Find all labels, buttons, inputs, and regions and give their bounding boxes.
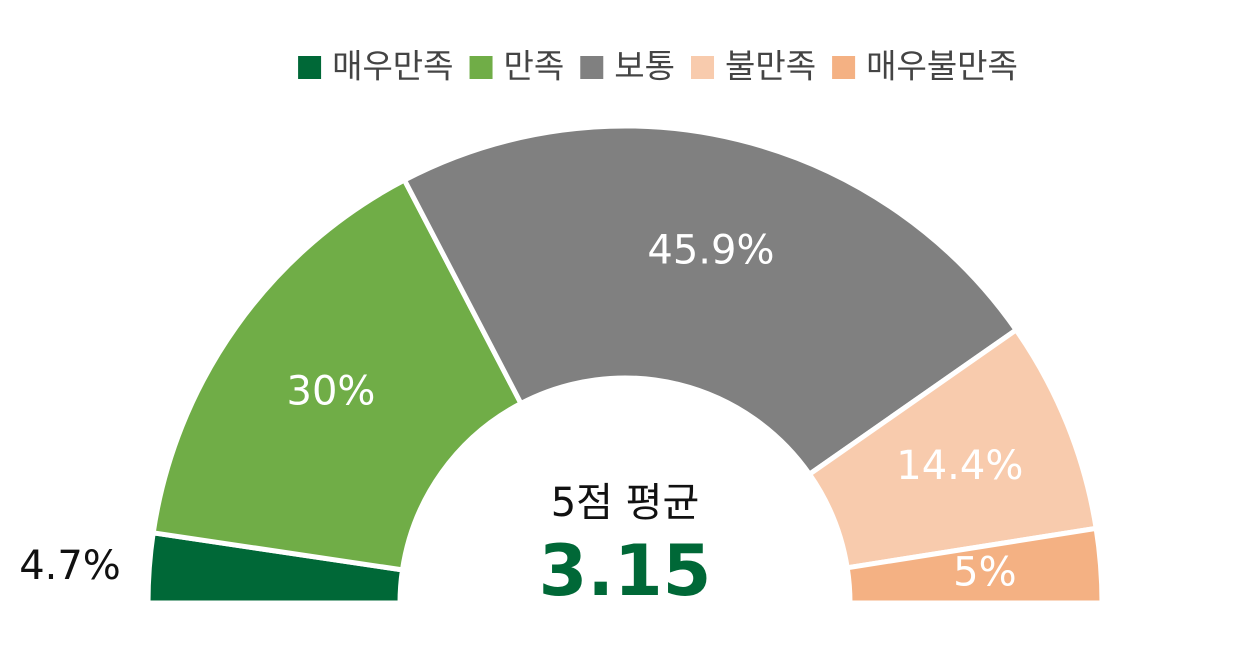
legend-label: 만족 — [504, 47, 565, 86]
legend-label: 매우만족 — [332, 47, 453, 86]
slice — [844, 525, 1105, 606]
legend: 매우만족 만족 보통 불만족 매우불만족 — [298, 47, 1018, 86]
legend-swatch — [298, 56, 322, 79]
legend-swatch — [469, 56, 493, 79]
data-label: 14.4% — [896, 443, 1023, 489]
legend-label: 매우불만족 — [866, 47, 1018, 86]
legend-swatch — [580, 56, 604, 79]
legend-label: 불만족 — [725, 47, 816, 86]
labels: 4.7% 30% 45.9% 14.4% 5% — [19, 227, 1023, 595]
slice — [150, 176, 525, 573]
legend-swatch — [691, 56, 715, 79]
data-label: 45.9% — [647, 227, 774, 273]
data-label: 4.7% — [19, 543, 121, 589]
data-label: 30% — [287, 369, 376, 415]
center-value: 3.15 — [539, 530, 712, 612]
center-label: 5점 평균 — [551, 480, 700, 526]
legend-swatch — [832, 56, 856, 79]
slices — [145, 123, 1105, 606]
data-label: 5% — [953, 550, 1016, 596]
legend-label: 보통 — [614, 47, 675, 86]
slice — [401, 123, 1020, 478]
